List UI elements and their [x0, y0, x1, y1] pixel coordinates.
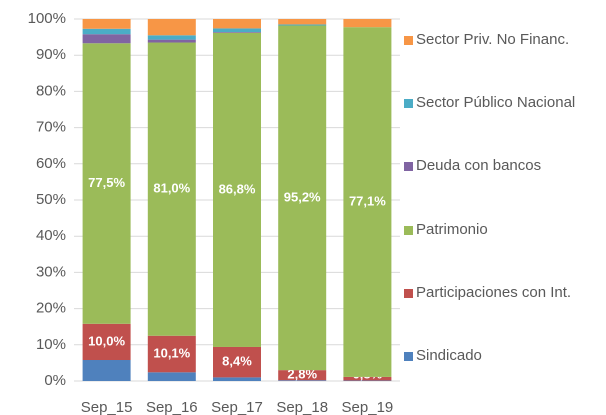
bar-segment	[82, 323, 131, 361]
legend-item: Sector Público Nacional	[404, 93, 604, 113]
legend-swatch	[404, 162, 413, 172]
bar-segment	[147, 19, 196, 36]
plot: 0% 10% 20% 30% 40% 50% 60% 70% 80% 90% 100% Sep_15 1…	[28, 10, 400, 415]
x-tick-label: Sep_16	[146, 399, 198, 415]
bar-segment	[278, 380, 327, 381]
legend-item: Sector Priv. No Financ.	[404, 30, 604, 50]
legend-swatch	[404, 98, 413, 108]
data-label: 2,8%	[287, 366, 317, 381]
bar-segment	[343, 376, 392, 381]
bar-segment	[147, 35, 196, 40]
bar-segment	[343, 19, 392, 28]
bar-segment	[278, 25, 327, 371]
bar-segment	[147, 335, 196, 373]
legend-swatch	[404, 225, 413, 235]
data-label: 95,2%	[284, 189, 321, 204]
bar-segment	[278, 370, 327, 381]
data-label: 77,5%	[88, 175, 125, 190]
y-tick-label: 10%	[36, 336, 66, 353]
bar-segment	[343, 27, 392, 377]
data-label: 77,1%	[349, 193, 386, 208]
legend-label: Patrimonio	[416, 220, 488, 238]
legend-swatch	[404, 288, 413, 298]
y-tick-label: 50%	[36, 191, 66, 208]
bar-segment	[82, 360, 131, 381]
bar-segment	[82, 28, 131, 35]
y-tick-label: 30%	[36, 263, 66, 280]
bar-segment	[147, 39, 196, 43]
y-tick-label: 0%	[44, 372, 66, 389]
y-tick-label: 100%	[28, 10, 66, 27]
bar-segment	[82, 43, 131, 324]
y-tick-label: 20%	[36, 300, 66, 317]
legend-label: Sindicado	[416, 347, 482, 365]
legend-item: Patrimonio	[404, 220, 604, 240]
bar-segment	[278, 19, 327, 25]
data-label: 81,0%	[153, 181, 190, 196]
y-tick-label: 60%	[36, 155, 66, 172]
bar-segment	[82, 34, 131, 44]
bar-segment	[278, 24, 327, 26]
data-label: 86,8%	[219, 181, 256, 196]
y-tick-label: 70%	[36, 119, 66, 136]
y-tick-label: 40%	[36, 227, 66, 244]
bar-segment	[147, 42, 196, 336]
legend-label: Deuda con bancos	[416, 157, 542, 175]
x-tick-label: Sep_17	[211, 399, 263, 415]
data-label: 10,1%	[153, 345, 190, 360]
legend-label: Participaciones con Int.	[416, 283, 572, 301]
x-tick-label: Sep_19	[342, 399, 394, 415]
bar-segment	[213, 32, 261, 347]
legend: Sector Priv. No Financ. Sector Público Na…	[404, 8, 604, 388]
legend-swatch	[404, 35, 413, 45]
bar-segment	[213, 346, 261, 378]
bar-segment	[82, 19, 131, 29]
data-label: 10,0%	[88, 333, 125, 348]
legend-item: Participaciones con Int.	[404, 283, 604, 303]
bar-segment	[213, 377, 261, 381]
data-label: 8,4%	[222, 354, 252, 369]
legend-swatch	[404, 352, 413, 362]
x-tick-label: Sep_15	[81, 399, 133, 415]
bar-segment	[213, 19, 261, 29]
bar-segment	[213, 28, 261, 33]
legend-item: Sindicado	[404, 346, 604, 366]
legend-label: Sector Priv. No Financ.	[416, 30, 570, 48]
legend-label: Sector Público Nacional	[416, 93, 576, 111]
x-tick-label: Sep_18	[276, 399, 328, 415]
y-tick-label: 90%	[36, 46, 66, 63]
bar-segment	[147, 372, 196, 381]
y-tick-label: 80%	[36, 82, 66, 99]
legend-item: Deuda con bancos	[404, 156, 604, 176]
bar-segment	[213, 32, 261, 33]
